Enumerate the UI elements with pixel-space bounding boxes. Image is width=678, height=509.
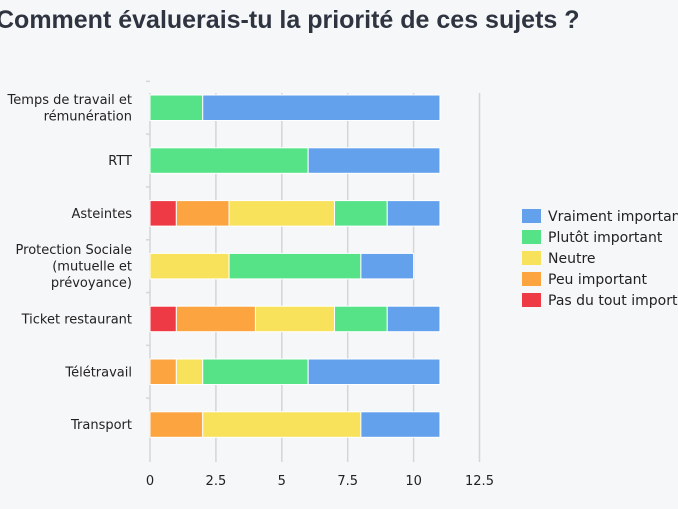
bar-segment <box>149 252 230 280</box>
bar-segment <box>149 305 177 333</box>
bar-segment <box>228 200 336 227</box>
category-label-line: Asteintes <box>72 207 133 222</box>
bar-segment <box>334 200 388 227</box>
legend-swatch <box>522 251 541 265</box>
category-label: Ticket restaurant <box>21 312 132 327</box>
category-label-line: rémunération <box>44 110 132 125</box>
bar-segment <box>175 358 204 385</box>
x-tick-label: 7.5 <box>337 474 358 489</box>
bar-segment <box>254 305 336 333</box>
legend-label: Pas du tout important <box>548 293 678 309</box>
legend-label: Neutre <box>548 251 596 267</box>
category-label-line: Protection Sociale <box>16 243 132 258</box>
bar-segment <box>175 200 230 227</box>
bar-segment <box>149 200 177 227</box>
legend-swatch <box>522 230 541 244</box>
legend-label: Peu important <box>548 272 648 288</box>
bar-segment <box>334 305 388 333</box>
bar-segment <box>149 358 177 385</box>
category-label: RTT <box>108 154 132 169</box>
category-label-line: Ticket restaurant <box>21 312 132 327</box>
x-tick-label: 12.5 <box>465 474 494 489</box>
bar-segment <box>228 252 362 280</box>
bar-segment <box>149 94 204 121</box>
category-label-line: Transport <box>70 418 132 433</box>
category-label: Transport <box>70 418 132 433</box>
legend-swatch <box>522 293 541 307</box>
category-label-line: Temps de travail et <box>7 93 132 108</box>
bar-segment <box>386 200 441 227</box>
legend-swatch <box>522 272 541 286</box>
bar-segment <box>307 358 441 385</box>
bar-segment <box>307 147 441 174</box>
category-label-line: prévoyance) <box>51 276 132 291</box>
bar-segment <box>175 305 256 333</box>
legend-label: Plutôt important <box>548 230 663 246</box>
bar-segment <box>202 94 441 121</box>
x-tick-label: 2.5 <box>206 474 227 489</box>
bar-segment <box>149 147 309 174</box>
bar-segment <box>360 411 441 438</box>
bar-segment <box>386 305 441 333</box>
bar-segment <box>360 252 415 280</box>
bar-segment <box>149 411 204 438</box>
x-tick-label: 0 <box>146 474 154 489</box>
category-label: Télétravail <box>64 365 132 380</box>
legend-label: Vraiment important <box>548 209 678 225</box>
legend-swatch <box>522 209 541 223</box>
bar-segment <box>202 411 362 438</box>
category-label-line: RTT <box>108 154 132 169</box>
category-label-line: (mutuelle et <box>52 260 132 275</box>
chart-title: Comment évaluerais-tu la priorité de ces… <box>0 6 580 34</box>
x-tick-label: 5 <box>278 474 286 489</box>
bar-segment <box>202 358 309 385</box>
category-label: Temps de travail et rémunération <box>7 93 132 125</box>
category-label: Asteintes <box>72 207 133 222</box>
category-label-line: Télétravail <box>64 365 132 380</box>
x-tick-label: 10 <box>405 474 422 489</box>
category-label: Protection Sociale (mutuelle et prévoyance… <box>16 243 132 291</box>
